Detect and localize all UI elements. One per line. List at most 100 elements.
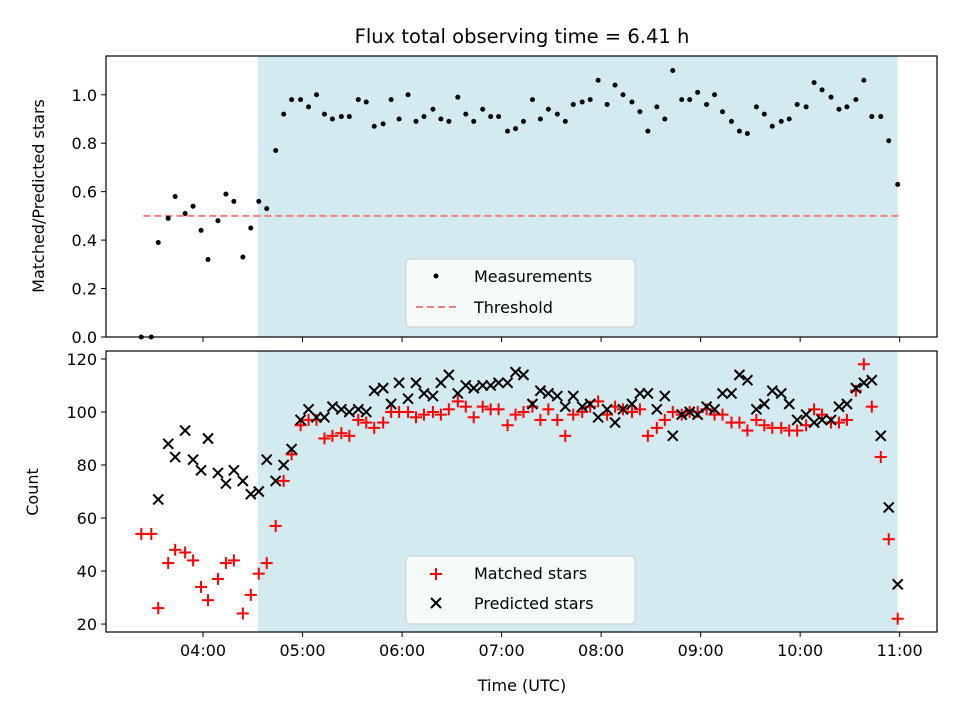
matched-star-point	[227, 554, 240, 567]
predicted-star-point	[228, 464, 240, 476]
predicted-star-point	[858, 377, 870, 389]
matched-star-point	[501, 419, 514, 432]
x-axis-title: Time (UTC)	[477, 676, 566, 695]
matched-star-point	[145, 527, 158, 540]
y-tick-label: 80	[77, 456, 97, 475]
predicted-star-point	[418, 387, 430, 400]
y-axis-title-count: Count	[23, 468, 42, 516]
y-tick-label: 20	[77, 615, 97, 634]
predicted-star-point	[360, 406, 372, 418]
matched-star-point	[492, 403, 505, 416]
measurement-point	[505, 128, 511, 134]
predicted-star-point	[567, 390, 579, 402]
y-tick-label: 0.4	[72, 231, 97, 250]
matched-star-point	[517, 405, 530, 418]
matched-star-point	[442, 403, 455, 416]
matched-star-point	[187, 554, 200, 567]
matched-star-point	[840, 413, 853, 426]
measurement-point	[712, 92, 718, 98]
measurement-point	[396, 116, 402, 122]
panel-ratio: 0.0 0.2 0.4 0.6 0.8 1.0 Matched/Predicted sta…	[29, 55, 938, 347]
legend-count: Matched stars Predicted stars	[405, 555, 636, 625]
predicted-star-point	[766, 385, 778, 397]
matched-star-point	[179, 546, 192, 559]
measurement-point	[761, 111, 767, 117]
measurement-point	[562, 118, 568, 124]
matched-star-point	[459, 400, 472, 413]
measurement-point	[405, 92, 411, 98]
y-tick-label: 1.0	[72, 86, 97, 105]
legend-marker-predicted	[430, 597, 442, 609]
measurement-point	[695, 89, 701, 95]
predicted-star-point	[517, 369, 530, 381]
measurement-point	[264, 206, 270, 212]
predicted-star-point	[542, 387, 555, 400]
y-tick-label: 40	[77, 562, 97, 581]
matched-star-point	[509, 408, 522, 421]
measurement-point	[869, 114, 875, 120]
matched-star-point	[269, 519, 282, 532]
predicted-star-point	[179, 424, 191, 437]
predicted-star-point	[269, 475, 282, 487]
measurement-point	[662, 116, 668, 122]
measurement-point	[248, 225, 254, 231]
matched-star-point	[236, 607, 249, 620]
matched-star-point	[326, 429, 339, 442]
predicted-star-point	[237, 475, 249, 487]
predicted-star-point	[592, 411, 604, 423]
measurement-point	[811, 80, 817, 86]
plot-frame-ratio	[105, 55, 938, 338]
legend-label-matched: Matched stars	[474, 564, 587, 583]
matched-star-point	[417, 408, 430, 421]
matched-star-point	[650, 421, 663, 434]
predicted-star-point	[733, 369, 746, 381]
matched-star-point	[260, 557, 273, 570]
predicted-star-point	[261, 453, 273, 466]
predicted-star-point	[725, 387, 738, 400]
predicted-star-point	[534, 385, 547, 397]
predicted-star-point	[559, 400, 571, 413]
predicted-star-point	[875, 430, 887, 442]
measurement-point	[298, 97, 304, 103]
measurement-point	[380, 121, 386, 127]
matched-star-point	[658, 413, 671, 426]
measurement-point	[670, 68, 676, 74]
x-ticks-count: 04:00 05:00 06:00 07:00 08:00 09:00 10:00 11:00	[180, 632, 923, 660]
predicted-star-point	[393, 377, 405, 389]
measurement-point	[165, 215, 171, 221]
measurement-point	[819, 87, 825, 93]
predicted-star-point	[850, 382, 862, 394]
predicted-star-point	[617, 403, 629, 416]
measurement-point	[620, 92, 626, 98]
matched-star-point	[195, 580, 208, 593]
predicted-star-point	[427, 390, 439, 402]
plot-frame-count	[105, 350, 938, 633]
measurement-point	[438, 116, 444, 122]
predicted-star-point	[526, 398, 539, 410]
measurement-point	[587, 97, 593, 103]
x-tick-label: 10:00	[777, 641, 823, 660]
predicted-star-point	[169, 451, 181, 463]
matched-star-point	[352, 413, 365, 426]
predicted-star-point	[741, 374, 754, 386]
matched-star-point	[625, 405, 638, 418]
y-tick-label: 0.2	[72, 280, 97, 299]
measurement-point	[687, 97, 693, 103]
predicted-star-point	[352, 403, 364, 416]
legend-marker-measurements	[433, 273, 439, 279]
measurement-point	[513, 126, 519, 132]
predicted-star-point	[509, 366, 522, 378]
measurement-point	[240, 254, 246, 260]
measurement-point	[388, 97, 394, 103]
predicted-star-point	[841, 398, 853, 410]
predicted-star-point	[212, 467, 224, 479]
measurement-point	[346, 114, 352, 120]
predicted-star-point	[385, 398, 397, 410]
y-axis-title-ratio: Matched/Predicted stars	[29, 99, 48, 293]
matched-star-point	[551, 413, 564, 426]
measurement-point	[371, 123, 377, 129]
predicted-star-point	[825, 414, 837, 426]
measurement-point	[778, 118, 784, 124]
measurement-point	[231, 198, 237, 204]
measurement-point	[612, 82, 618, 88]
